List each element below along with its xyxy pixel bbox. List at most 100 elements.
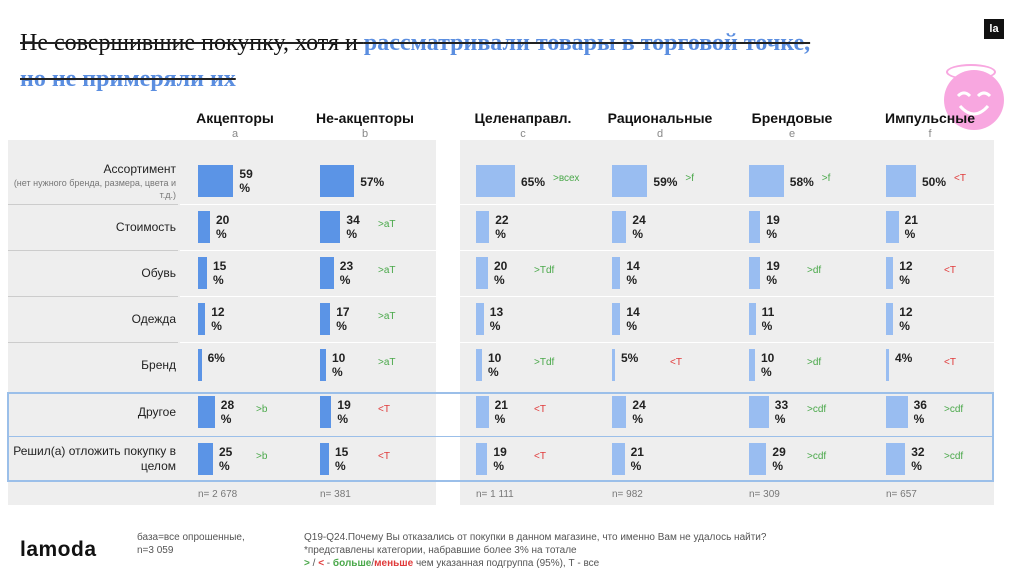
bar-d-0 [612, 165, 648, 197]
row-label-text: Решил(а) отложить покупку в целом [13, 444, 176, 473]
column-header-c: Целенаправл. [474, 110, 572, 126]
significance-marker: >cdf [944, 451, 964, 462]
column-header-f: Импульсные [885, 110, 975, 126]
bar-f-3 [886, 303, 894, 335]
slide-title-line1: Не совершившие покупку, хотя и рассматри… [20, 30, 811, 56]
bar-d-2 [612, 257, 621, 289]
column-header-a: Акцепторы [196, 110, 274, 126]
significance-marker: <T [378, 451, 390, 462]
bar-f-2 [886, 257, 894, 289]
panel-separator [460, 296, 994, 297]
value-label: 21 % [630, 445, 644, 473]
value-label: 10 % [332, 351, 346, 379]
value-label: 59% [653, 175, 678, 189]
value-label: 21 % [904, 213, 918, 241]
bar-a-3 [198, 303, 206, 335]
significance-marker: <T [378, 404, 390, 415]
value-label: 24 % [632, 398, 646, 426]
column-n-c: n= 1 111 [476, 489, 514, 500]
bar-c-2 [476, 257, 488, 289]
bar-c-3 [476, 303, 484, 335]
column-letter-b: b [361, 128, 369, 140]
row-label-1: Стоимость [0, 220, 176, 235]
value-label: 12 % [899, 305, 913, 333]
significance-marker: >cdf [807, 451, 827, 462]
bar-d-4 [612, 349, 615, 381]
panel-separator [180, 250, 436, 251]
panel-separator [460, 342, 994, 343]
row-label-2: Обувь [0, 266, 176, 281]
column-header-e: Брендовые [751, 110, 833, 126]
panel-separator [460, 250, 994, 251]
column-letter-d: d [656, 128, 664, 140]
significance-marker: <T [954, 173, 966, 184]
value-label: 36 % [913, 398, 927, 426]
bar-e-0 [749, 165, 784, 197]
value-label: 24 % [632, 213, 646, 241]
panel-acceptors [8, 140, 436, 505]
value-label: 12 % [899, 259, 913, 287]
bar-a-1 [198, 211, 210, 243]
row-label-3: Одежда [0, 312, 176, 327]
value-label: 58% [789, 175, 814, 189]
value-label: 20 % [216, 213, 230, 241]
row-label-0: Ассортимент (нет нужного бренда, размера,… [0, 162, 176, 201]
value-label: 13 % [489, 305, 504, 333]
brand-badge: la [984, 19, 1004, 39]
smiling-face-with-halo-icon [944, 70, 1004, 130]
row-label-text: Одежда [131, 311, 176, 326]
column-n-b: n= 381 [320, 489, 351, 500]
column-letter-e: e [788, 128, 796, 140]
bar-e-4 [749, 349, 755, 381]
panel-separator [180, 296, 436, 297]
bar-a-6 [198, 443, 213, 475]
bar-a-5 [198, 396, 215, 428]
column-letter-c: c [520, 128, 526, 140]
panel-separator [180, 342, 436, 343]
value-label: 34 % [346, 213, 360, 241]
column-n-f: n= 657 [886, 489, 917, 500]
bar-b-2 [320, 257, 334, 289]
significance-marker: >df [807, 357, 822, 368]
significance-marker: >b [256, 404, 268, 415]
bar-d-1 [612, 211, 627, 243]
bar-d-3 [612, 303, 621, 335]
column-letter-f: f [928, 128, 932, 140]
value-label: 4% [895, 351, 913, 365]
value-label: 19 % [766, 259, 780, 287]
lamoda-logo: lamoda [20, 538, 97, 561]
column-header-d: Рациональные [607, 110, 713, 126]
value-label: 15 % [213, 259, 227, 287]
bar-f-0 [886, 165, 916, 197]
bar-c-0 [476, 165, 515, 197]
bar-d-5 [612, 396, 627, 428]
value-label: 50% [922, 175, 947, 189]
significance-marker: >aT [378, 311, 396, 322]
bar-f-1 [886, 211, 899, 243]
bar-b-4 [320, 349, 326, 381]
significance-marker: >aT [378, 357, 396, 368]
bar-a-2 [198, 257, 207, 289]
significance-marker: >aT [378, 219, 396, 230]
bar-b-5 [320, 396, 332, 428]
base-note: база=все опрошенные, n=3 059 [137, 532, 245, 556]
significance-marker: >df [807, 265, 822, 276]
row-separator [8, 204, 178, 205]
bar-a-0 [198, 165, 234, 197]
panel-separator [180, 204, 436, 205]
column-n-e: n= 309 [749, 489, 780, 500]
row-label-text: Другое [137, 404, 176, 419]
significance-marker: >f [821, 173, 831, 184]
value-label: 57% [360, 175, 385, 189]
value-label: 12 % [211, 305, 225, 333]
value-label: 28 % [220, 398, 235, 426]
value-label: 15 % [335, 445, 349, 473]
bar-b-6 [320, 443, 329, 475]
value-label: 33 % [774, 398, 789, 426]
row-separator [8, 250, 178, 251]
significance-legend: > / < - больше/меньше чем указанная подг… [304, 558, 600, 569]
significance-marker: <T [944, 265, 956, 276]
row-label-6: Решил(а) отложить покупку в целом [0, 444, 176, 474]
value-label: 21 % [494, 398, 508, 426]
bar-b-3 [320, 303, 331, 335]
